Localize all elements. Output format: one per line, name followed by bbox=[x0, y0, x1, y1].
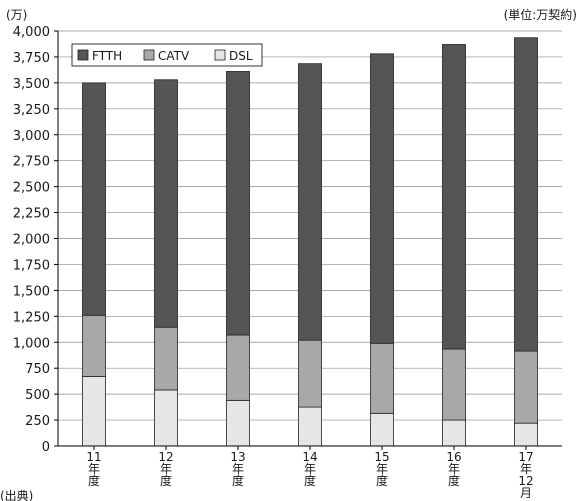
bar-dsl-2 bbox=[154, 389, 178, 447]
y-tick-label: 3,500 bbox=[13, 77, 50, 92]
y-unit-label: (万) bbox=[6, 8, 27, 22]
y-tick-label: 2,750 bbox=[13, 155, 50, 170]
bar-dsl-3 bbox=[226, 399, 250, 447]
bars bbox=[82, 37, 538, 447]
y-tick-label: 2,000 bbox=[13, 233, 50, 248]
y-tick-label: 250 bbox=[25, 414, 50, 429]
bar-ftth-6 bbox=[442, 44, 466, 350]
bar-ftth-1 bbox=[82, 82, 106, 316]
legend-swatch-ftth bbox=[77, 49, 89, 61]
bar-dsl-1 bbox=[82, 376, 106, 447]
legend-label-dsl: DSL bbox=[229, 49, 253, 63]
legend-label-ftth: FTTH bbox=[92, 49, 122, 63]
x-tick-label: 16 年度 bbox=[446, 450, 461, 488]
y-tick-label: 2,250 bbox=[13, 207, 50, 222]
legend: FTTH CATV DSL bbox=[71, 43, 263, 67]
axes bbox=[54, 30, 562, 450]
x-tick-label: 12 年度 bbox=[158, 450, 173, 488]
y-tick-label: 3,750 bbox=[13, 51, 50, 66]
y-tick-label: 4,000 bbox=[13, 25, 50, 40]
bar-ftth-4 bbox=[298, 63, 322, 341]
y-tick-label: 750 bbox=[25, 362, 50, 377]
x-tick-label: 17 年 12 月 bbox=[518, 450, 533, 500]
bar-catv-6 bbox=[442, 348, 466, 421]
y-tick-label: 500 bbox=[25, 388, 50, 403]
legend-label-catv: CATV bbox=[158, 49, 190, 63]
bar-ftth-5 bbox=[370, 53, 394, 344]
bar-ftth-2 bbox=[154, 79, 178, 328]
x-tick-label: 15 年度 bbox=[374, 450, 389, 488]
bar-dsl-5 bbox=[370, 412, 394, 447]
y-tick-label: 3,250 bbox=[13, 103, 50, 118]
unit-note: (単位:万契約) bbox=[504, 7, 577, 22]
x-tick-label: 11 年度 bbox=[86, 450, 101, 488]
bar-dsl-7 bbox=[514, 422, 538, 447]
bar-catv-2 bbox=[154, 326, 178, 391]
y-tick-label: 1,500 bbox=[13, 284, 50, 299]
bar-catv-3 bbox=[226, 334, 250, 401]
y-tick-label: 0 bbox=[42, 440, 50, 455]
bar-dsl-4 bbox=[298, 406, 322, 447]
y-tick-label: 1,750 bbox=[13, 258, 50, 273]
y-tick-label: 3,000 bbox=[13, 129, 50, 144]
bar-ftth-3 bbox=[226, 71, 250, 336]
bar-ftth-7 bbox=[514, 37, 538, 352]
bar-catv-1 bbox=[82, 314, 106, 377]
y-tick-label: 1,000 bbox=[13, 336, 50, 351]
y-tick-labels: 0 250 500 750 1,000 1,250 1,500 1,750 2,000 2,250… bbox=[13, 25, 50, 455]
bar-catv-4 bbox=[298, 339, 322, 408]
source-label: (出典) bbox=[0, 489, 33, 501]
bar-dsl-6 bbox=[442, 419, 466, 447]
y-tick-label: 2,500 bbox=[13, 181, 50, 196]
legend-swatch-dsl bbox=[214, 49, 226, 61]
bar-catv-7 bbox=[514, 350, 538, 424]
y-tick-label: 1,250 bbox=[13, 310, 50, 325]
bar-catv-5 bbox=[370, 342, 394, 414]
x-tick-label: 13 年度 bbox=[230, 450, 245, 488]
legend-swatch-catv bbox=[143, 49, 155, 61]
legend-box bbox=[71, 43, 263, 67]
x-tick-label: 14 年度 bbox=[302, 450, 317, 488]
x-tick-labels: 11 年度 12 年度 13 年度 14 年度 15 年度 16 年度 17 年 12 月 bbox=[86, 450, 533, 500]
